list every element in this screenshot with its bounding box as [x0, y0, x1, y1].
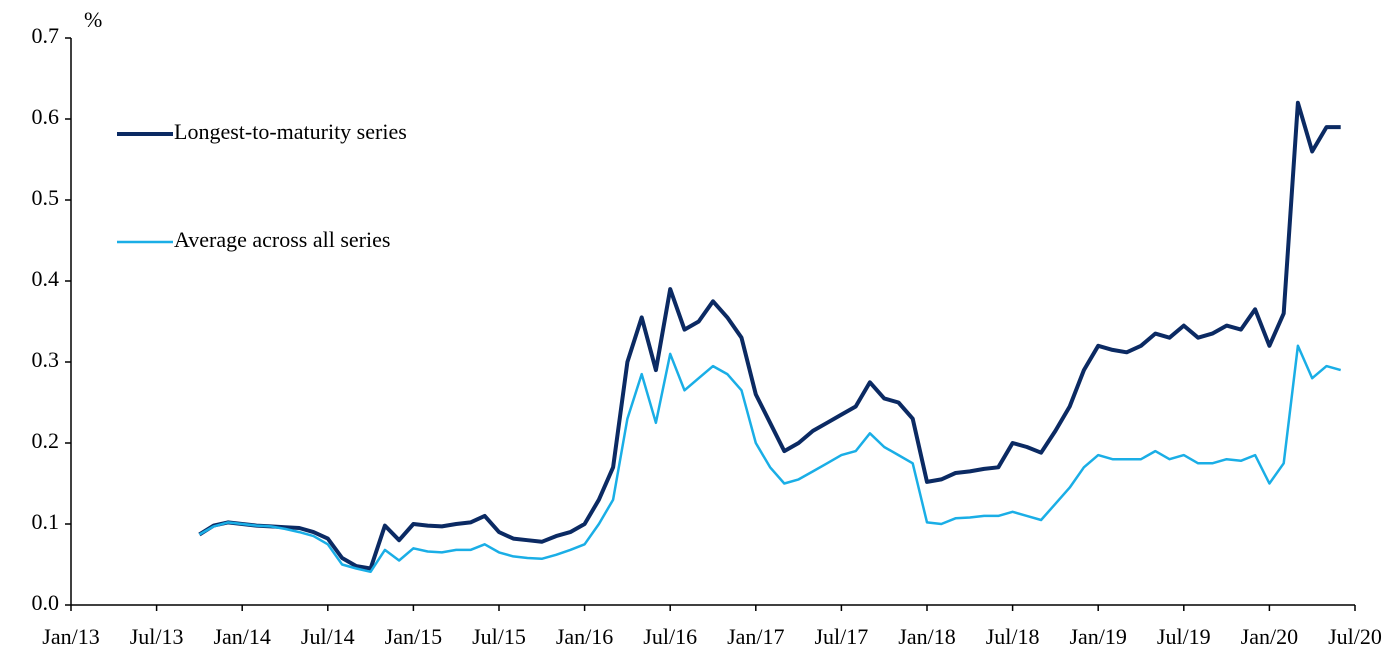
x-tick-label: Jan/18: [898, 624, 955, 649]
y-tick-label: 0.1: [32, 509, 60, 534]
x-tick-label: Jul/13: [130, 624, 184, 649]
x-tick-label: Jan/16: [556, 624, 613, 649]
y-tick-label: 0.0: [32, 590, 60, 615]
series-line: [198, 100, 1341, 571]
x-tick-label: Jul/18: [986, 624, 1040, 649]
x-tick-label: Jul/14: [301, 624, 355, 649]
x-tick-label: Jul/19: [1157, 624, 1211, 649]
y-tick-label: 0.5: [32, 185, 60, 210]
series-line: [198, 344, 1342, 574]
legend-label: Longest-to-maturity series: [174, 119, 407, 144]
x-tick-label: Jan/13: [42, 624, 99, 649]
x-tick-label: Jul/15: [472, 624, 526, 649]
x-tick-label: Jan/20: [1241, 624, 1298, 649]
legend-label: Average across all series: [174, 227, 390, 252]
y-tick-label: 0.4: [32, 266, 60, 291]
y-tick-label: 0.3: [32, 347, 60, 372]
x-tick-label: Jul/16: [643, 624, 697, 649]
x-tick-label: Jan/14: [213, 624, 270, 649]
x-tick-label: Jan/19: [1069, 624, 1126, 649]
x-tick-label: Jul/20: [1328, 624, 1382, 649]
x-tick-label: Jan/15: [385, 624, 442, 649]
x-tick-label: Jul/17: [815, 624, 869, 649]
y-tick-label: 0.2: [32, 428, 60, 453]
y-tick-label: 0.6: [32, 104, 60, 129]
x-tick-label: Jan/17: [727, 624, 784, 649]
y-tick-label: 0.7: [32, 23, 60, 48]
y-axis-label: %: [84, 7, 102, 32]
